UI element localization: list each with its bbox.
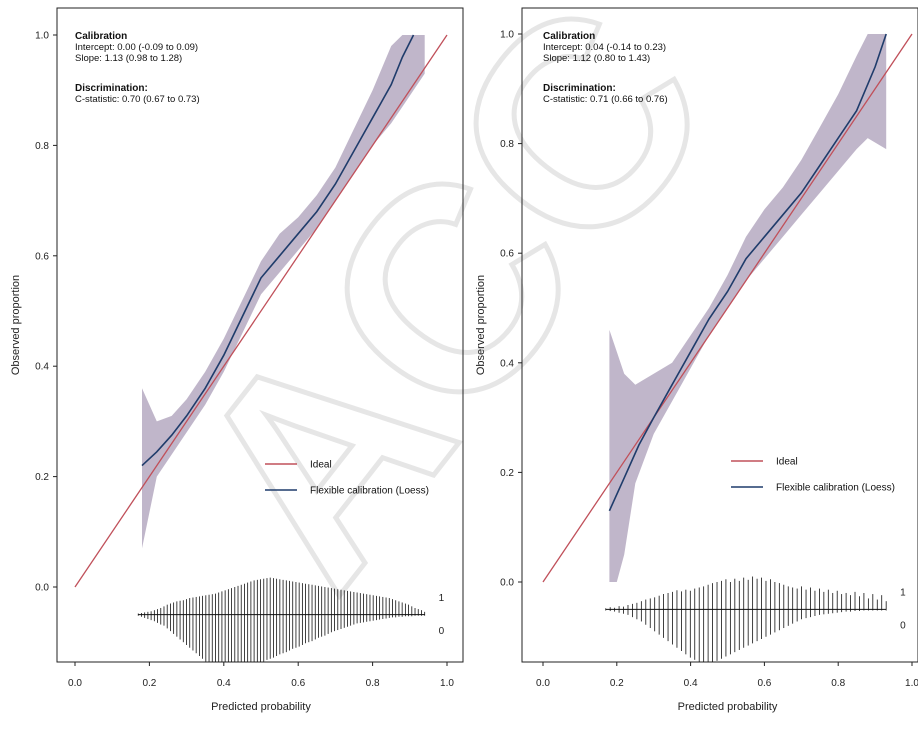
x-tick-label: 0.8 — [831, 678, 845, 689]
y-tick-label: 0.0 — [500, 578, 514, 589]
ideal-line — [74, 34, 448, 588]
plot-frame — [521, 7, 918, 663]
x-tick-label: 0.6 — [757, 678, 771, 689]
x-tick-label: 1.0 — [905, 678, 918, 689]
calibration-slope: Slope: 1.12 (0.80 to 1.43) — [543, 53, 650, 64]
c-statistic: C-statistic: 0.71 (0.66 to 0.76) — [543, 94, 668, 105]
x-tick-label: 1.0 — [440, 678, 454, 689]
chart-panel-1: 0.0 0.2 0.4 0.6 0.8 1.0 0.0 0.2 0.4 0.6 0.8 1.0 Pred… — [10, 7, 464, 713]
discrimination-heading: Discrimination: — [543, 83, 616, 94]
calibration-heading: Calibration — [75, 31, 127, 42]
confidence-band — [142, 35, 425, 549]
plot-frame — [56, 7, 464, 663]
x-tick-label: 0.0 — [68, 678, 82, 689]
y-axis-label: Observed proportion — [10, 275, 22, 375]
y-tick-label: 0.2 — [500, 468, 514, 479]
x-tick-label: 0.4 — [684, 678, 698, 689]
y-tick-label: 0.6 — [35, 251, 49, 262]
y-tick-label: 1.0 — [35, 31, 49, 42]
discrimination-heading: Discrimination: — [75, 83, 148, 94]
calibration-intercept: Intercept: 0.04 (-0.14 to 0.23) — [543, 42, 666, 53]
calibration-intercept: Intercept: 0.00 (-0.09 to 0.09) — [75, 42, 198, 53]
legend-label: Ideal — [776, 457, 798, 468]
y-tick-label: 0.2 — [35, 472, 49, 483]
calibration-heading: Calibration — [543, 31, 595, 42]
x-tick-label: 0.6 — [291, 678, 305, 689]
y-tick-label: 0.6 — [500, 249, 514, 260]
spike-label-1: 1 — [900, 588, 906, 599]
plot-area — [542, 33, 913, 662]
y-tick-label: 1.0 — [500, 30, 514, 41]
legend-label: Flexible calibration (Loess) — [776, 483, 895, 494]
x-tick-label: 0.4 — [217, 678, 231, 689]
c-statistic: C-statistic: 0.70 (0.67 to 0.73) — [75, 94, 200, 105]
x-axis-label: Predicted probability — [678, 701, 778, 713]
calibration-slope: Slope: 1.13 (0.98 to 1.28) — [75, 53, 182, 64]
ideal-line — [542, 33, 913, 583]
loess-line — [608, 33, 887, 512]
spike-label-1: 1 — [439, 593, 445, 604]
y-tick-label: 0.8 — [35, 141, 49, 152]
y-tick-label: 0.4 — [500, 358, 514, 369]
plot-area — [74, 34, 448, 662]
confidence-band — [609, 34, 887, 582]
x-tick-label: 0.2 — [142, 678, 156, 689]
y-tick-label: 0.8 — [500, 139, 514, 150]
chart-panel-2: 0.0 0.2 0.4 0.6 0.8 1.0 0.0 0.2 0.4 0.6 0.8 1.0 Pred… — [475, 7, 918, 713]
x-tick-label: 0.0 — [536, 678, 550, 689]
x-axis-label: Predicted probability — [211, 701, 311, 713]
y-tick-label: 0.0 — [35, 583, 49, 594]
spike-label-0: 0 — [439, 626, 445, 637]
spike-label-0: 0 — [900, 621, 906, 632]
y-axis-label: Observed proportion — [475, 275, 487, 375]
legend-label: Ideal — [310, 460, 332, 471]
x-tick-label: 0.8 — [366, 678, 380, 689]
y-tick-label: 0.4 — [35, 362, 49, 373]
x-tick-label: 0.2 — [610, 678, 624, 689]
legend-label: Flexible calibration (Loess) — [310, 486, 429, 497]
loess-line — [141, 34, 415, 467]
